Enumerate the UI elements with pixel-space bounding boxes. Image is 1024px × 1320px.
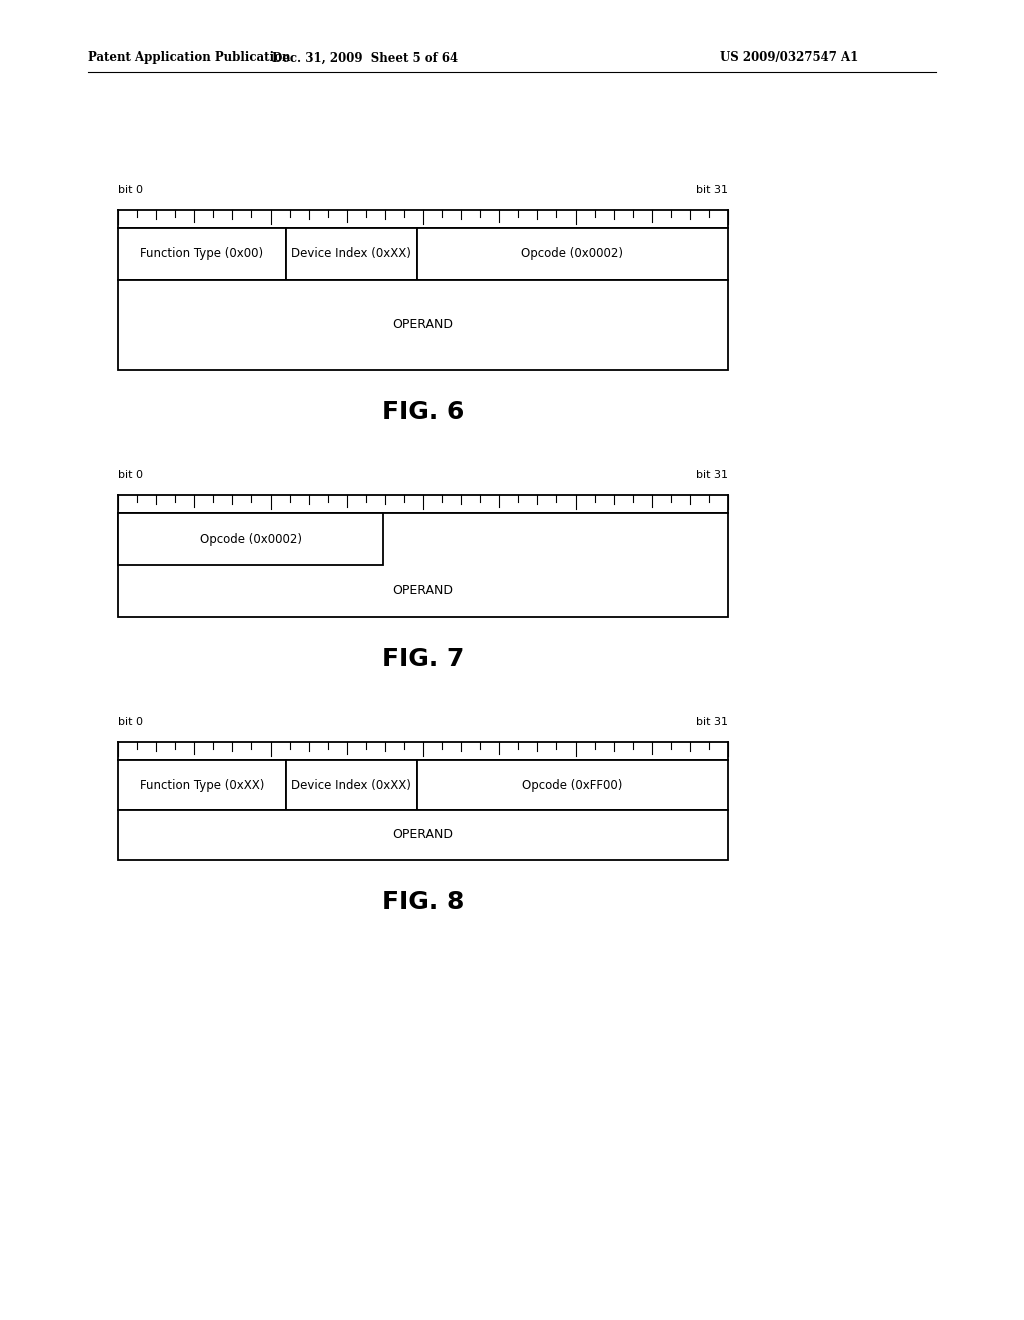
Bar (286, 228, 417, 280)
Text: bit 31: bit 31 (696, 185, 728, 195)
Text: Opcode (0x0002): Opcode (0x0002) (521, 248, 624, 260)
Text: Function Type (0xXX): Function Type (0xXX) (139, 779, 264, 792)
Text: Opcode (0x0002): Opcode (0x0002) (200, 532, 302, 545)
Text: bit 0: bit 0 (118, 185, 143, 195)
Text: OPERAND: OPERAND (392, 585, 454, 598)
Bar (118, 513, 383, 565)
Text: Opcode (0xFF00): Opcode (0xFF00) (522, 779, 623, 792)
Bar (286, 760, 417, 810)
Bar (118, 513, 728, 616)
Text: FIG. 8: FIG. 8 (382, 890, 464, 913)
Text: US 2009/0327547 A1: US 2009/0327547 A1 (720, 51, 858, 65)
Text: bit 0: bit 0 (118, 470, 143, 480)
Text: bit 31: bit 31 (696, 470, 728, 480)
Text: Function Type (0x00): Function Type (0x00) (140, 248, 263, 260)
Text: FIG. 7: FIG. 7 (382, 647, 464, 671)
Text: Dec. 31, 2009  Sheet 5 of 64: Dec. 31, 2009 Sheet 5 of 64 (272, 51, 458, 65)
Text: OPERAND: OPERAND (392, 829, 454, 842)
Text: Patent Application Publication: Patent Application Publication (88, 51, 291, 65)
Text: Device Index (0xXX): Device Index (0xXX) (292, 779, 412, 792)
Bar (118, 228, 286, 280)
Bar (118, 810, 728, 861)
Bar (118, 280, 728, 370)
Text: FIG. 6: FIG. 6 (382, 400, 464, 424)
Text: OPERAND: OPERAND (392, 318, 454, 331)
Text: Device Index (0xXX): Device Index (0xXX) (292, 248, 412, 260)
Text: bit 31: bit 31 (696, 717, 728, 727)
Text: bit 0: bit 0 (118, 717, 143, 727)
Bar (417, 228, 728, 280)
Bar (118, 760, 286, 810)
Bar (417, 760, 728, 810)
